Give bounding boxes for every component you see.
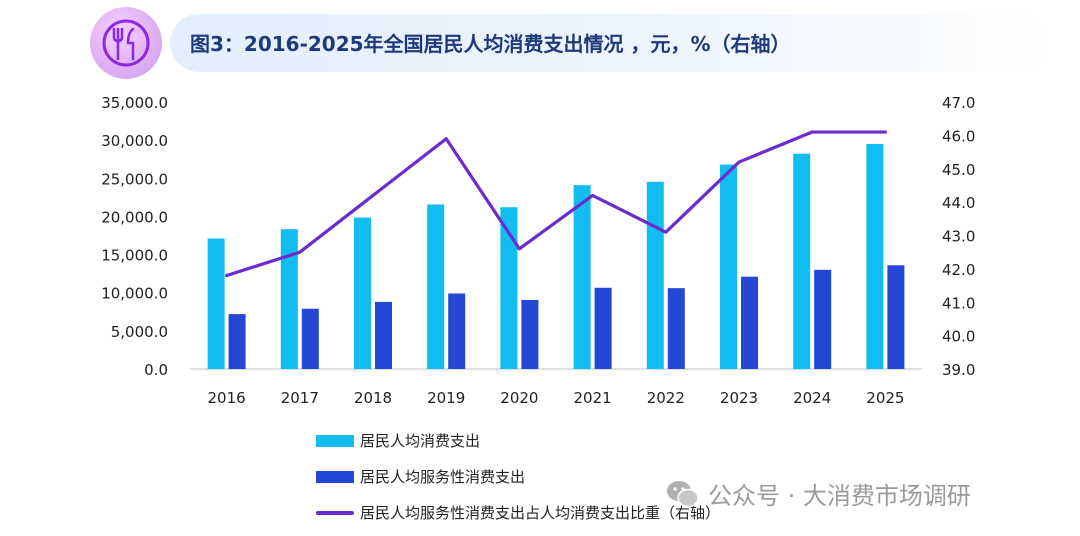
x-tick-label: 2025 [866,389,904,407]
legend-swatch-service [316,470,354,483]
bar-consumption [354,217,371,369]
y-left-tick-label: 10,000.0 [101,285,168,303]
bar-service [301,308,319,369]
legend-item-consumption: 居民人均消费支出 [316,430,480,451]
legend-swatch-consumption [316,434,354,447]
y-right-tick-label: 43.0 [942,228,975,246]
bar-service [375,301,392,369]
y-right-tick-label: 44.0 [942,194,975,212]
y-left-tick-label: 30,000.0 [101,132,168,150]
x-tick-label: 2020 [500,389,538,407]
x-tick-label: 2016 [208,389,246,407]
bar-consumption [280,229,298,369]
y-left-tick-label: 0.0 [144,361,168,379]
bar-consumption [793,153,811,369]
y-right-tick-label: 46.0 [942,127,975,145]
bar-service [228,314,246,369]
bar-consumption [500,207,518,369]
legend-swatch-ratio [316,510,354,515]
watermark-text: 公众号 · 大消费市场调研 [708,482,971,510]
bar-service [887,265,905,369]
x-tick-label: 2018 [354,389,392,407]
title-banner [170,14,1050,72]
bar-service [594,287,612,369]
utensils-icon [102,19,150,67]
ratio-line [225,130,888,278]
y-left-tick-label: 35,000.0 [101,94,168,112]
wechat-icon [667,480,699,507]
bar-consumption [573,185,591,369]
legend-label-consumption: 居民人均消费支出 [360,432,481,450]
y-left-tick-label: 15,000.0 [101,247,168,265]
x-tick-label: 2017 [281,389,319,407]
y-right-tick-label: 45.0 [942,161,975,179]
y-left-tick-label: 25,000.0 [101,170,168,188]
x-tick-label: 2024 [793,389,831,407]
watermark: 公众号 · 大消费市场调研 [666,476,971,511]
y-right-tick-label: 40.0 [942,328,975,346]
bar-service [814,269,832,369]
legend-label-service: 居民人均服务性消费支出 [360,468,526,486]
legend-label-ratio: 居民人均服务性消费支出占人均消费支出比重（右轴） [360,504,721,522]
legend-item-service: 居民人均服务性消费支出 [316,466,525,487]
x-tick-label: 2019 [427,389,465,407]
y-left-tick-label: 5,000.0 [111,323,168,341]
bar-consumption [866,143,884,369]
y-right-tick-label: 39.0 [942,361,975,379]
y-right-tick-label: 41.0 [942,294,975,312]
bar-consumption [207,238,225,369]
bar-service [741,276,758,369]
legend-item-ratio: 居民人均服务性消费支出占人均消费支出比重（右轴） [316,502,720,523]
bar-service [448,293,466,369]
x-tick-label: 2021 [574,389,612,407]
y-left-tick-label: 20,000.0 [101,208,168,226]
bar-consumption [427,204,445,369]
badge [90,7,162,79]
x-tick-label: 2022 [647,389,685,407]
chart-title: 图3：2016-2025年全国居民人均消费支出情况 ，元，%（右轴） [190,32,791,56]
bar-service [521,299,539,369]
bar-service [667,288,685,369]
x-tick-label: 2023 [720,389,758,407]
bar-consumption [720,164,737,369]
y-right-tick-label: 42.0 [942,261,975,279]
bar-consumption [646,181,664,369]
y-right-tick-label: 47.0 [942,94,975,112]
